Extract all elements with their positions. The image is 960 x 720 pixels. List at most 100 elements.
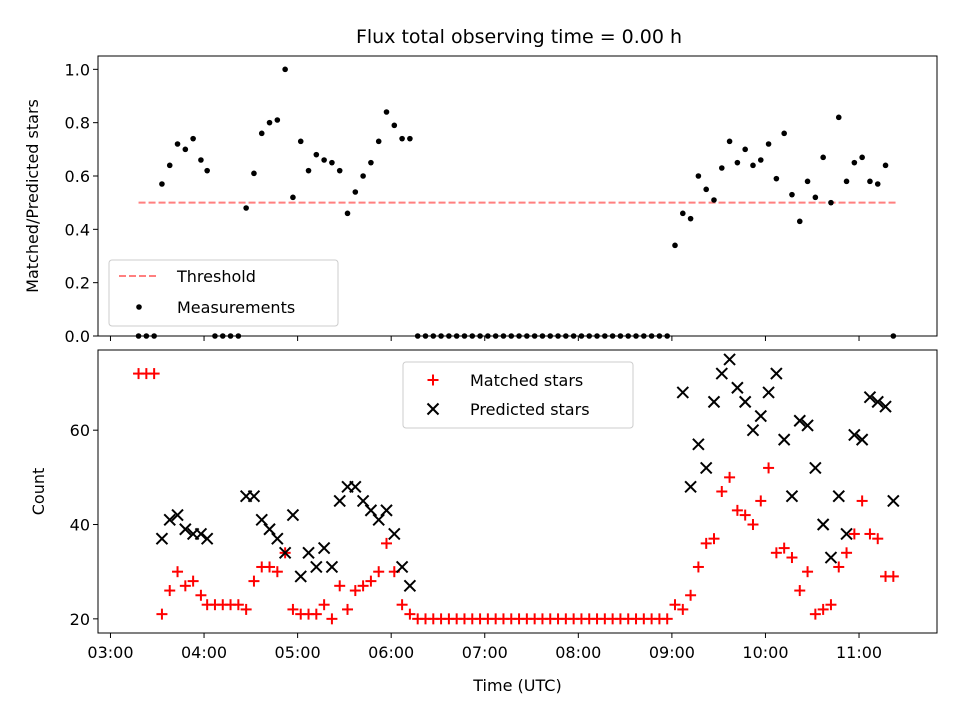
predicted-star-point-b xyxy=(163,513,176,527)
predicted-star-point-b xyxy=(809,461,822,475)
measurement-point xyxy=(313,151,320,158)
matched-star-point xyxy=(148,368,160,380)
predicted-star-point xyxy=(200,532,214,545)
predicted-star-point xyxy=(333,494,346,508)
measurement-point xyxy=(190,135,196,142)
matched-star-point xyxy=(326,613,338,625)
y-tick-label: 0.0 xyxy=(65,327,90,346)
measurement-point xyxy=(734,159,741,166)
matched-star-point xyxy=(661,613,673,625)
predicted-star-point xyxy=(403,579,417,593)
predicted-star-point xyxy=(194,527,208,541)
predicted-star-point-b xyxy=(380,504,393,517)
measurement-point xyxy=(290,194,296,201)
predicted-star-point-b xyxy=(310,560,323,574)
predicted-star-point xyxy=(809,461,822,475)
predicted-star-point xyxy=(179,523,192,536)
matched-star-point xyxy=(195,589,207,601)
matched-star-point xyxy=(685,589,697,601)
predicted-star-point xyxy=(762,386,775,399)
measurement-point xyxy=(757,157,764,163)
y-tick-label: 0.6 xyxy=(65,167,90,186)
predicted-star-point xyxy=(302,546,315,560)
matched-star-point xyxy=(156,608,168,620)
predicted-star-point-b xyxy=(294,570,307,583)
matched-star-point xyxy=(794,585,806,597)
predicted-star-point xyxy=(380,504,393,517)
predicted-star-point xyxy=(871,395,884,409)
matched-star-point xyxy=(232,599,244,611)
x-tick-label: 05:00 xyxy=(275,643,321,662)
measurement-point xyxy=(297,138,304,145)
measurement-point xyxy=(726,138,733,145)
predicted-star-point-b xyxy=(356,494,370,508)
matched-star-point xyxy=(692,561,704,573)
measurement-point xyxy=(843,178,850,185)
predicted-star-point-b xyxy=(247,490,261,503)
predicted-star-point-b xyxy=(848,428,861,442)
measurement-point xyxy=(765,141,772,147)
predicted-star-point-b xyxy=(738,395,752,409)
predicted-star-point xyxy=(840,527,853,541)
predicted-star-point-b xyxy=(887,494,900,508)
matched-star-point xyxy=(365,575,377,587)
matched-star-point xyxy=(357,580,369,592)
predicted-star-point-b xyxy=(395,560,409,574)
predicted-star-point-b xyxy=(676,386,690,399)
predicted-star-point xyxy=(247,490,261,503)
matched-star-point xyxy=(872,533,884,545)
matched-star-point xyxy=(864,528,876,540)
measurement-point xyxy=(305,167,312,174)
predicted-star-point xyxy=(171,508,184,522)
y-axis-label: Count xyxy=(29,468,48,516)
predicted-star-point xyxy=(785,490,799,503)
measurement-point xyxy=(321,157,327,163)
matched-star-point xyxy=(778,542,790,554)
predicted-star-point xyxy=(163,513,176,527)
predicted-star-point-b xyxy=(155,532,169,545)
predicted-star-point-b xyxy=(278,546,292,560)
predicted-star-point-b xyxy=(785,490,799,503)
predicted-star-point-b xyxy=(723,353,736,366)
measurement-point xyxy=(703,186,709,193)
top-axes-frame xyxy=(97,55,938,337)
predicted-star-point xyxy=(770,367,783,380)
matched-star-point xyxy=(318,599,330,611)
measurement-point xyxy=(174,141,181,147)
measurement-point xyxy=(718,165,725,171)
predicted-star-point-b xyxy=(403,579,417,593)
matched-star-point xyxy=(724,471,736,483)
matched-star-point xyxy=(334,580,346,592)
predicted-star-point-b xyxy=(692,438,705,451)
measurement-point xyxy=(874,181,881,187)
measurement-point xyxy=(166,162,173,169)
matched-star-point xyxy=(287,603,299,615)
matched-star-point xyxy=(825,599,837,611)
chart-title: Flux total observing time = 0.00 h xyxy=(356,26,682,48)
predicted-star-point xyxy=(801,419,814,432)
predicted-star-point-b xyxy=(349,480,362,493)
legend-predicted-swatch-b xyxy=(426,402,440,416)
predicted-star-point-b xyxy=(194,527,208,541)
matched-star-point xyxy=(887,570,899,582)
measurement-point xyxy=(375,138,382,145)
predicted-star-point-b xyxy=(879,400,892,413)
matched-star-point xyxy=(381,537,393,549)
predicted-star-point xyxy=(388,527,401,541)
bottom-axes-frame xyxy=(97,349,938,634)
predicted-star-point-b xyxy=(762,386,775,399)
predicted-star-point-b xyxy=(777,433,791,446)
measurement-point xyxy=(204,167,210,174)
matched-star-point xyxy=(669,599,681,611)
predicted-star-point xyxy=(310,560,323,574)
predicted-star-point xyxy=(777,433,791,446)
matched-star-point xyxy=(747,519,759,531)
predicted-star-point-b xyxy=(855,433,869,446)
measurement-point xyxy=(804,178,811,185)
predicted-star-point-b xyxy=(364,504,378,517)
predicted-star-point xyxy=(715,367,728,380)
measurement-point xyxy=(182,146,189,153)
matched-star-point xyxy=(164,585,176,597)
matched-star-point xyxy=(700,537,712,549)
